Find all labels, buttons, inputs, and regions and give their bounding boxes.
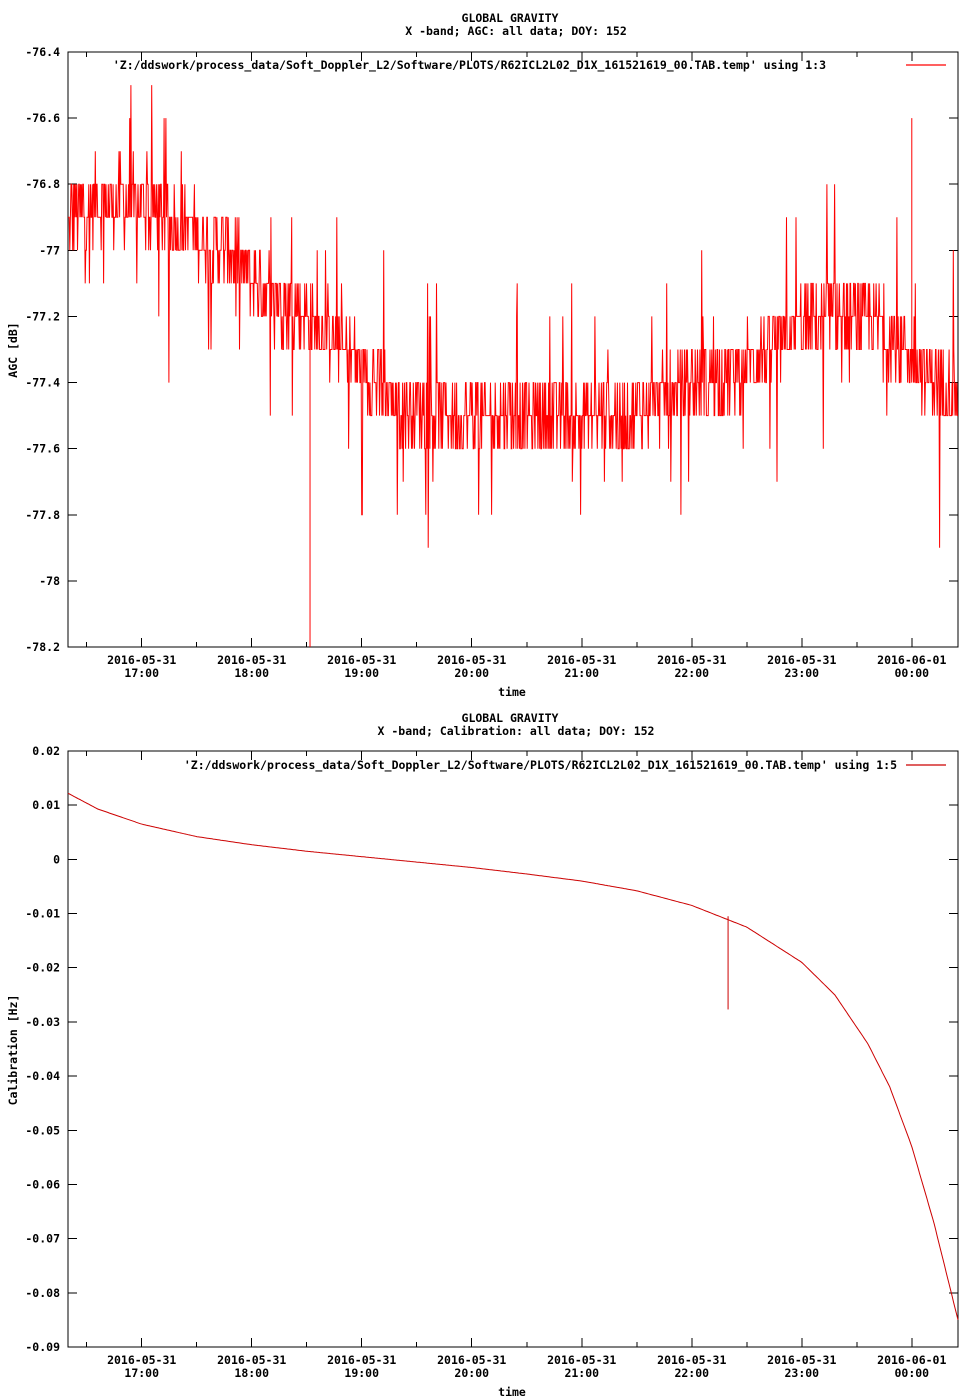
calibration-chart: GLOBAL GRAVITY X -band; Calibration: all… <box>6 711 959 1399</box>
x-axis-label: time <box>498 1385 526 1399</box>
chart-title: GLOBAL GRAVITY <box>462 11 559 25</box>
x-tick-time: 21:00 <box>564 1366 599 1380</box>
x-tick-time: 21:00 <box>564 666 599 680</box>
x-tick-date: 2016-05-31 <box>327 653 396 667</box>
x-tick-time: 22:00 <box>674 1366 709 1380</box>
x-tick-date: 2016-05-31 <box>657 1353 726 1367</box>
x-tick-date: 2016-06-01 <box>877 1353 946 1367</box>
y-tick-label: -0.08 <box>25 1286 60 1300</box>
y-tick-label: -78 <box>39 574 60 588</box>
y-tick-label: -78.2 <box>25 640 60 654</box>
calibration-series-line <box>67 792 959 1321</box>
y-tick-label: -0.02 <box>25 961 60 975</box>
y-tick-label: 0 <box>53 852 60 866</box>
plot-frame <box>67 51 959 648</box>
x-tick-date: 2016-05-31 <box>107 653 176 667</box>
x-tick-date: 2016-05-31 <box>767 653 836 667</box>
x-tick-date: 2016-05-31 <box>547 1353 616 1367</box>
x-tick-date: 2016-06-01 <box>877 653 946 667</box>
x-tick-time: 20:00 <box>454 1366 489 1380</box>
plot-frame <box>67 750 959 1348</box>
x-tick-time: 17:00 <box>124 666 159 680</box>
x-tick-date: 2016-05-31 <box>107 1353 176 1367</box>
agc-series-line <box>68 85 958 548</box>
y-tick-label: -77.6 <box>25 442 60 456</box>
legend-label: 'Z:/ddswork/process_data/Soft_Doppler_L2… <box>113 58 826 73</box>
chart-subtitle: X -band; Calibration: all data; DOY: 152 <box>378 724 655 738</box>
y-axis-label: AGC [dB] <box>6 322 20 377</box>
y-tick-label: -76.6 <box>25 111 60 125</box>
x-tick-time: 23:00 <box>784 666 819 680</box>
agc-chart: GLOBAL GRAVITY X -band; AGC: all data; D… <box>6 11 959 699</box>
x-tick-date: 2016-05-31 <box>327 1353 396 1367</box>
x-tick-time: 23:00 <box>784 1366 819 1380</box>
y-tick-label: -77.8 <box>25 508 60 522</box>
x-tick-date: 2016-05-31 <box>437 1353 506 1367</box>
x-axis-label: time <box>498 685 526 699</box>
x-tick-time: 19:00 <box>344 1366 379 1380</box>
chart-subtitle: X -band; AGC: all data; DOY: 152 <box>405 24 627 38</box>
y-tick-label: -76.8 <box>25 177 60 191</box>
y-tick-label: -76.4 <box>25 45 60 59</box>
y-tick-label: -0.04 <box>25 1069 60 1083</box>
y-tick-label: -0.01 <box>25 907 60 921</box>
x-tick-time: 22:00 <box>674 666 709 680</box>
x-tick-date: 2016-05-31 <box>767 1353 836 1367</box>
x-tick-time: 19:00 <box>344 666 379 680</box>
x-tick-date: 2016-05-31 <box>547 653 616 667</box>
y-axis-label: Calibration [Hz] <box>6 995 20 1106</box>
y-tick-label: -0.03 <box>25 1015 60 1029</box>
x-tick-time: 18:00 <box>234 1366 269 1380</box>
y-tick-label: -0.09 <box>25 1340 60 1354</box>
x-tick-time: 00:00 <box>894 666 929 680</box>
y-tick-label: -0.06 <box>25 1177 60 1191</box>
x-tick-time: 17:00 <box>124 1366 159 1380</box>
y-tick-label: 0.01 <box>32 798 60 812</box>
x-tick-date: 2016-05-31 <box>217 1353 286 1367</box>
legend-label: 'Z:/ddswork/process_data/Soft_Doppler_L2… <box>184 758 897 773</box>
x-tick-time: 20:00 <box>454 666 489 680</box>
y-tick-label: -77 <box>39 243 60 257</box>
chart-title: GLOBAL GRAVITY <box>462 711 559 725</box>
x-tick-time: 00:00 <box>894 1366 929 1380</box>
y-tick-label: -0.07 <box>25 1232 60 1246</box>
y-tick-label: -77.4 <box>25 376 60 390</box>
y-tick-label: -0.05 <box>25 1123 60 1137</box>
x-tick-time: 18:00 <box>234 666 269 680</box>
x-tick-date: 2016-05-31 <box>217 653 286 667</box>
y-tick-label: 0.02 <box>32 744 60 758</box>
x-tick-date: 2016-05-31 <box>657 653 726 667</box>
x-tick-date: 2016-05-31 <box>437 653 506 667</box>
y-tick-label: -77.2 <box>25 309 60 323</box>
